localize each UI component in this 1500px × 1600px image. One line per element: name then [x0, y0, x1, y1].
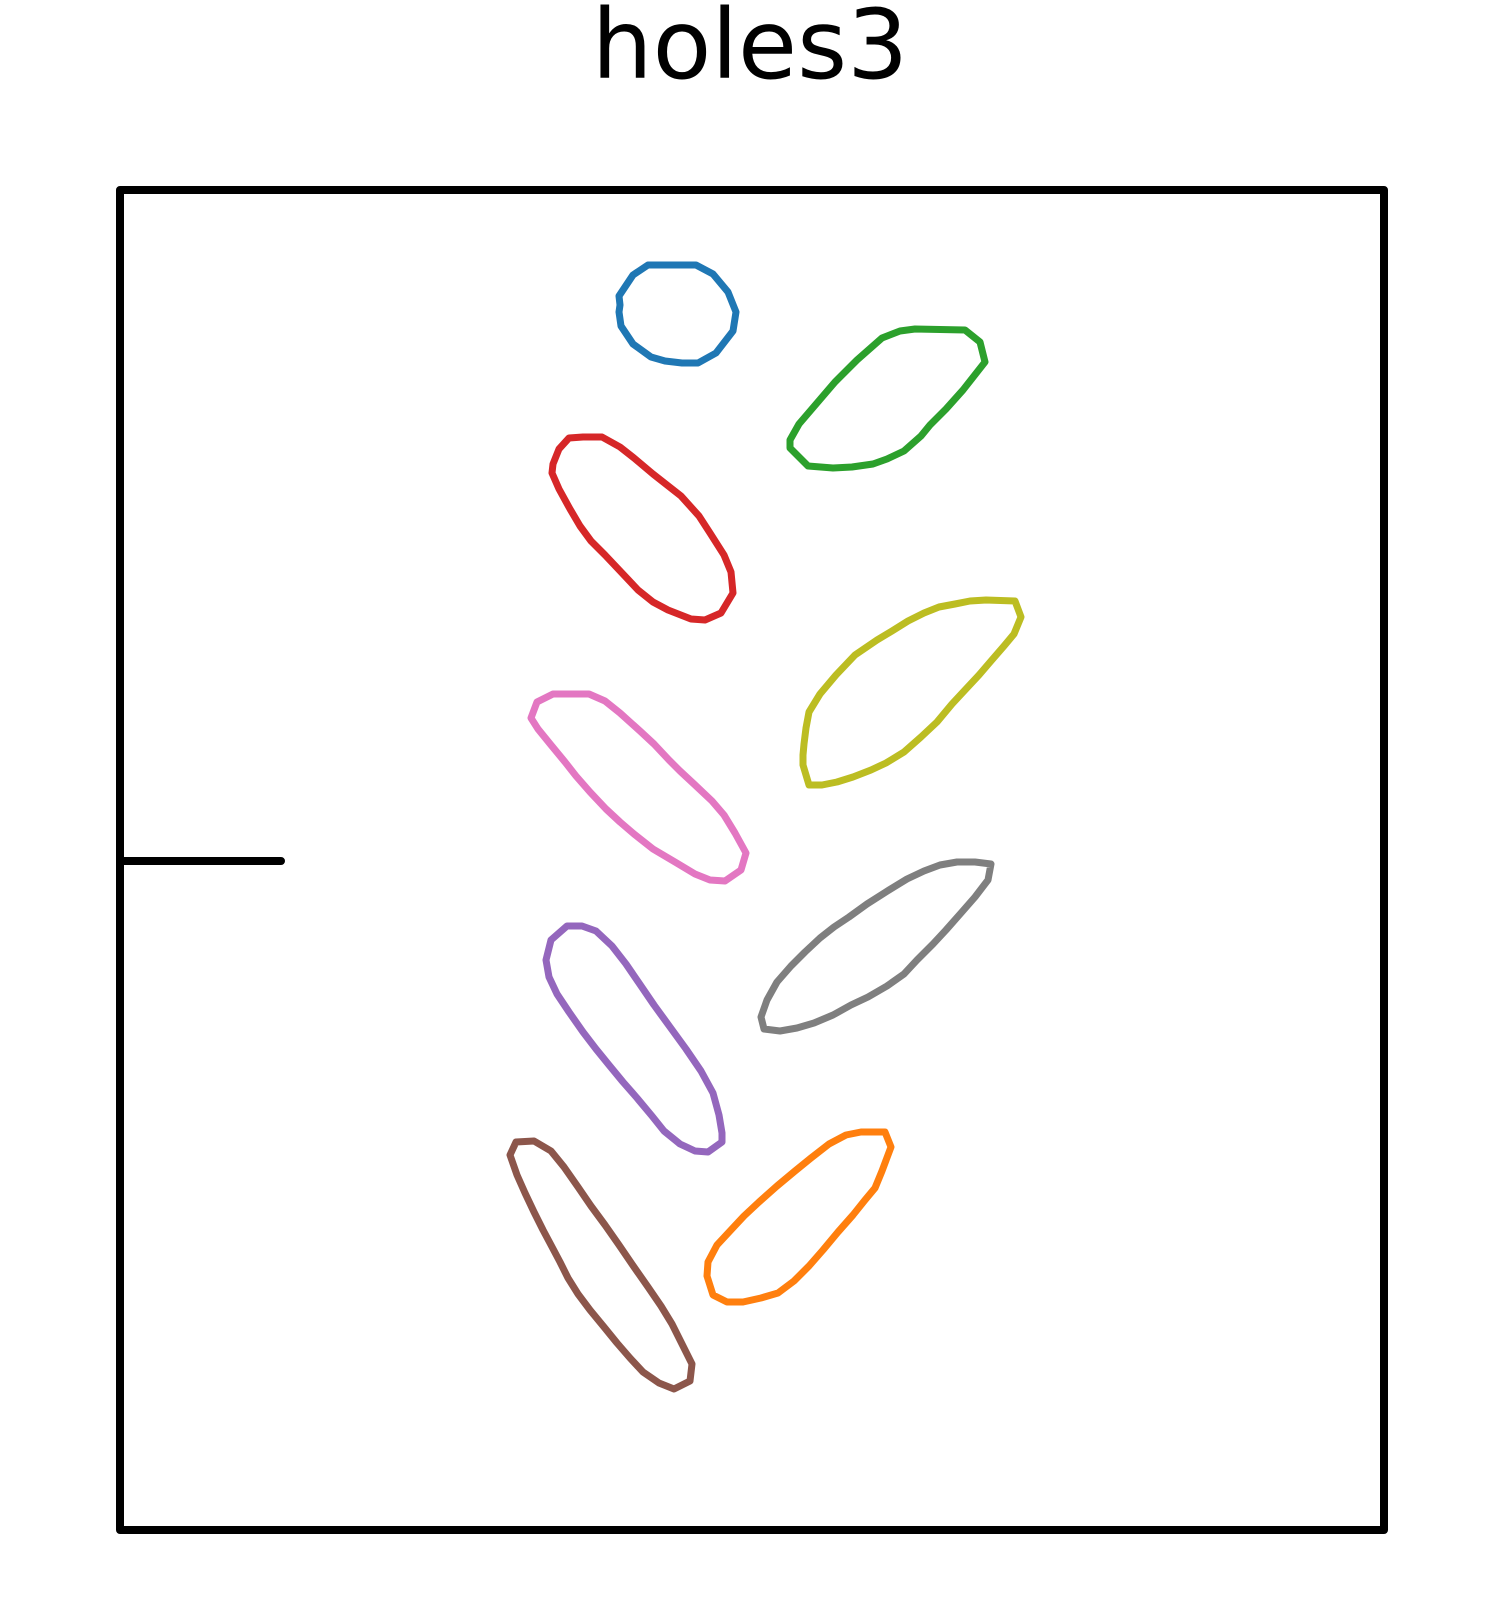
hole-purple [542, 922, 726, 1156]
outer-boundary [116, 186, 1388, 1534]
hole-red [548, 433, 737, 624]
hole-orange [703, 1128, 895, 1306]
hole-brown [506, 1137, 696, 1393]
hole-pink [527, 690, 750, 885]
hole-blue [615, 261, 740, 367]
hole-olive [799, 596, 1025, 789]
diagram-title: holes3 [591, 0, 909, 101]
hole-gray [757, 858, 995, 1035]
hole-green [786, 325, 989, 472]
